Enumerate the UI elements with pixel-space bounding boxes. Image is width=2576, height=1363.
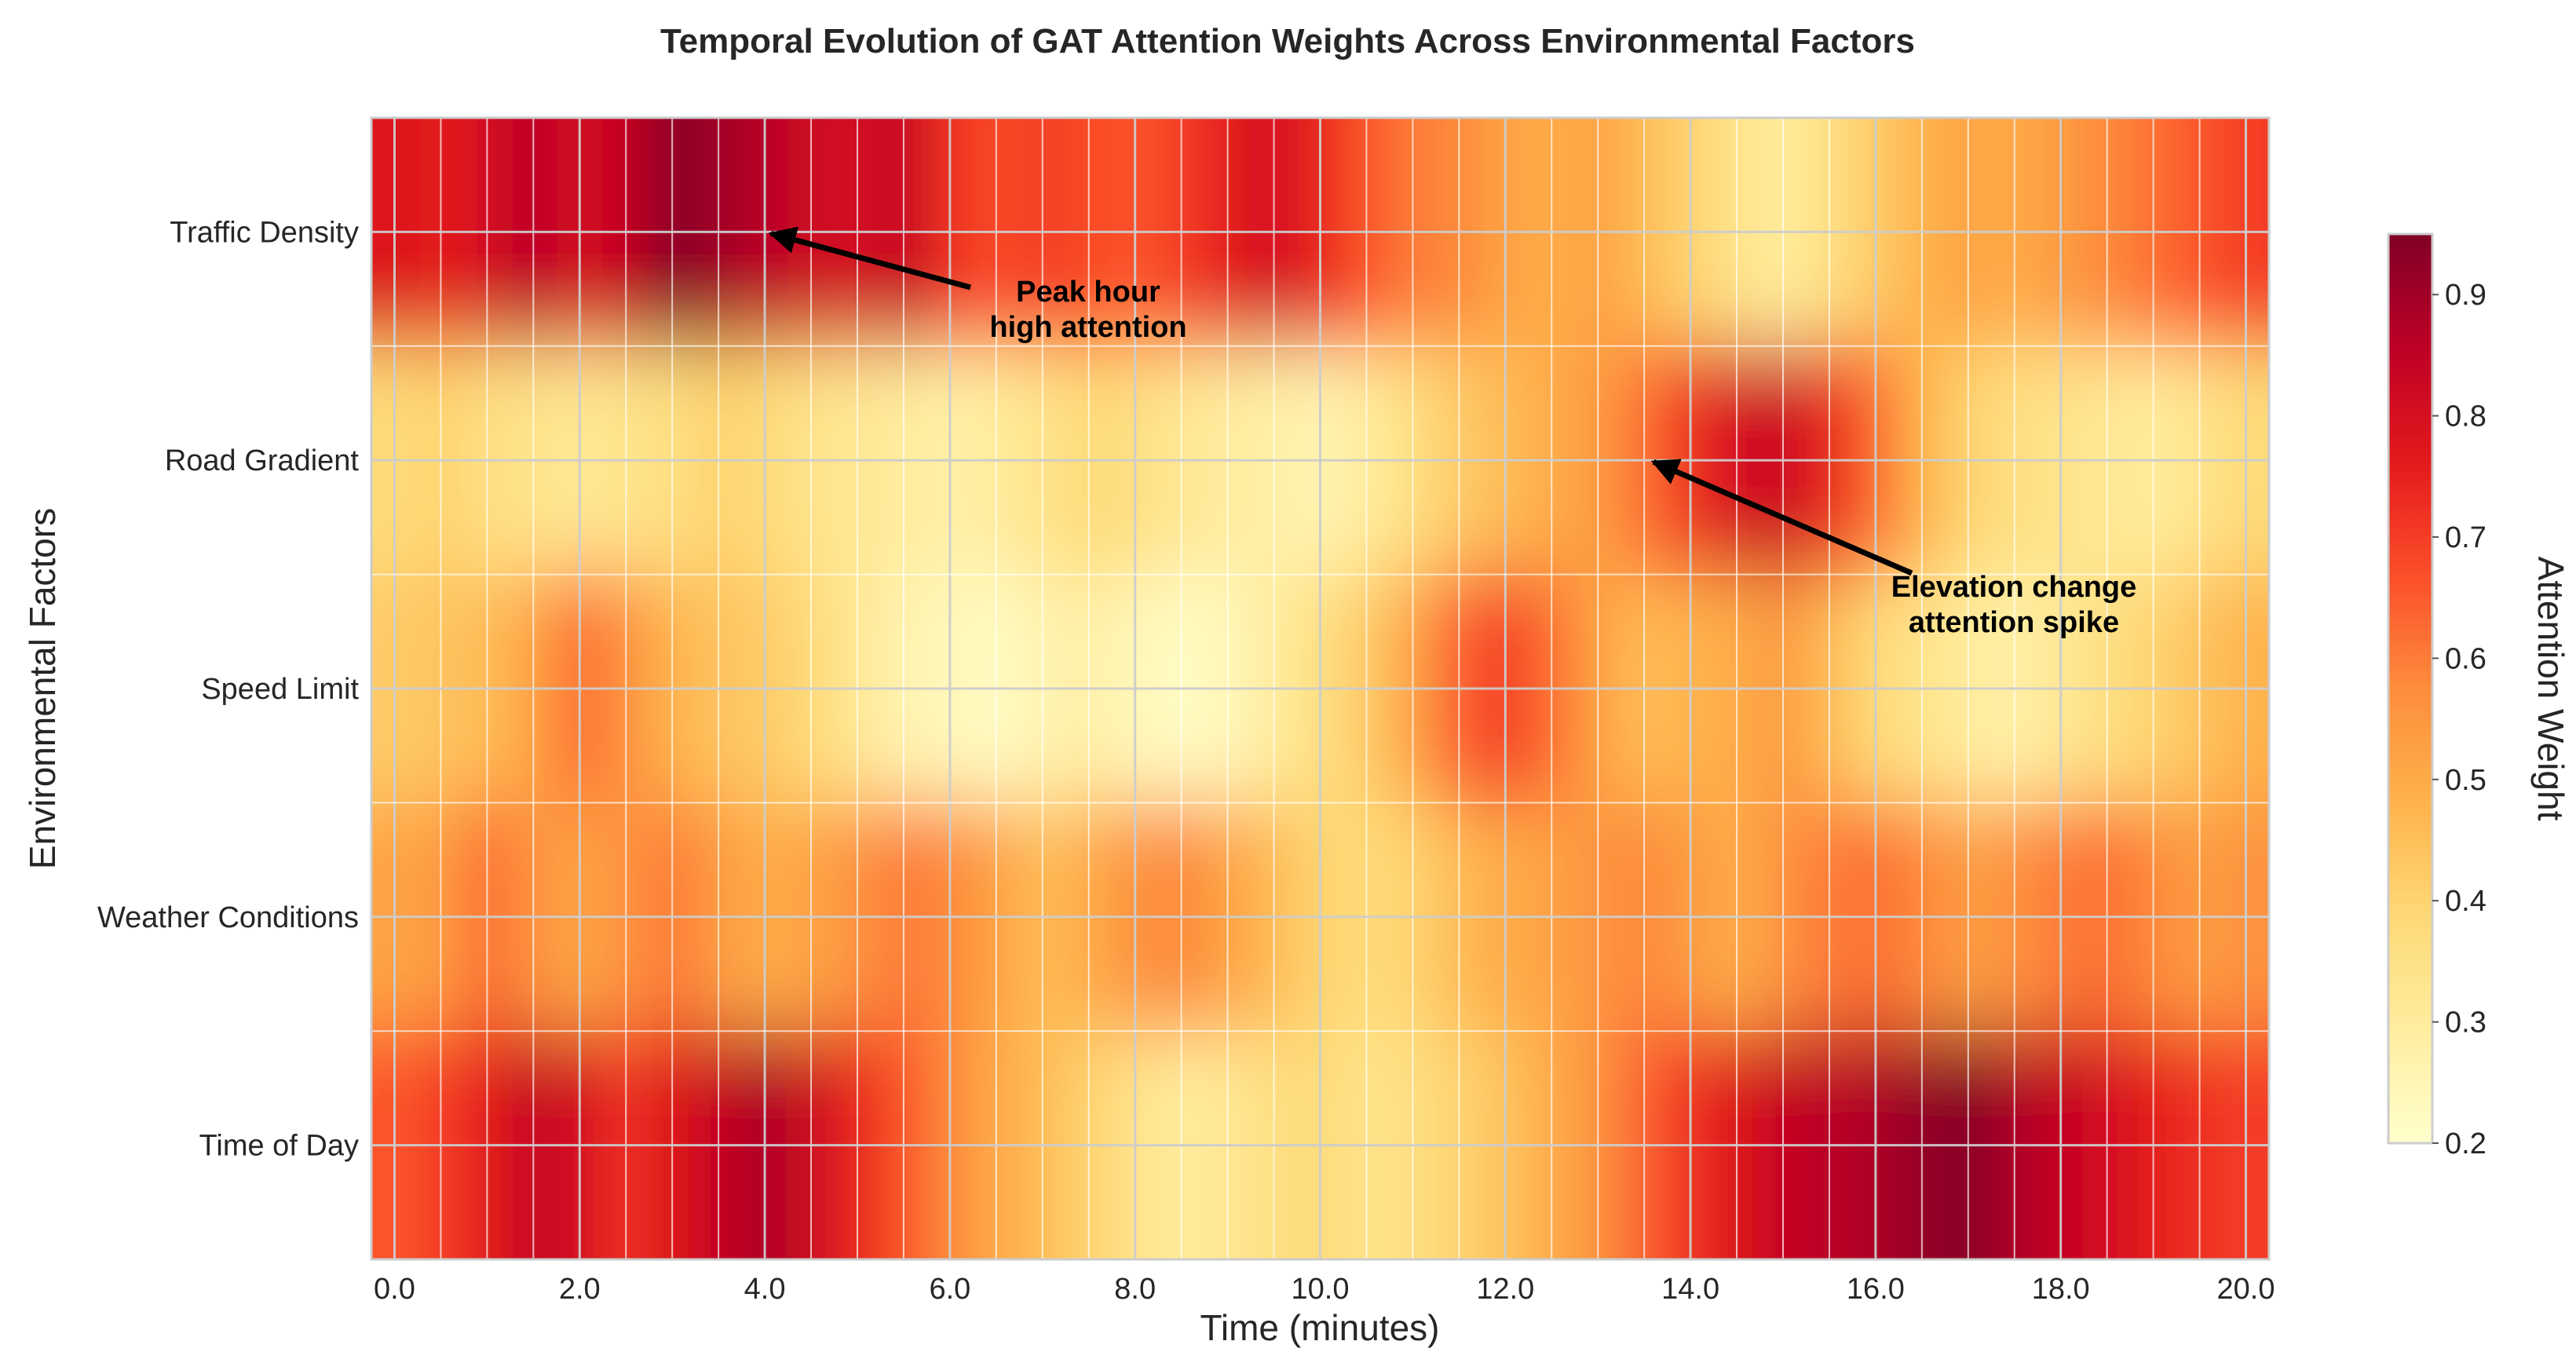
colorbar-tick-label: 0.2 [2445, 1127, 2486, 1160]
y-tick-label: Road Gradient [165, 444, 360, 477]
colorbar-tick-label: 0.3 [2445, 1007, 2486, 1040]
annotation-text: Elevation change attention spike [1891, 571, 2137, 639]
x-tick-label: 0.0 [374, 1273, 415, 1306]
colorbar-tick-label: 0.7 [2445, 521, 2486, 554]
y-axis-ticks: Traffic Density Road Gradient Speed Limit W… [97, 216, 359, 1162]
heatmap-cell [417, 118, 466, 348]
colorbar-tick-label: 0.5 [2445, 764, 2486, 797]
heatmap-cell [649, 118, 697, 348]
colorbar-label: Attention Weight [2530, 557, 2571, 821]
x-tick-label: 2.0 [559, 1273, 601, 1306]
colorbar-tick-label: 0.8 [2445, 400, 2486, 433]
colorbar: 0.2 0.3 0.4 0.5 0.6 0.7 0.8 0.9 Attention Weigh… [2387, 232, 2571, 1160]
x-tick-label: 6.0 [929, 1273, 970, 1306]
heatmap-cell [417, 1031, 466, 1259]
x-tick-label: 4.0 [744, 1273, 786, 1306]
annotation-arrow [1650, 459, 1913, 576]
heatmap-cell [649, 1031, 697, 1259]
annotation-arrow [768, 226, 971, 291]
chart-title: Temporal Evolution of GAT Attention Weig… [660, 22, 1915, 60]
gridlines [371, 118, 2269, 1259]
colorbar-tick-label: 0.4 [2445, 885, 2486, 918]
x-tick-label: 12.0 [1476, 1273, 1534, 1306]
x-tick-label: 20.0 [2217, 1273, 2275, 1306]
y-tick-label: Speed Limit [201, 673, 359, 706]
heatmap-cell [371, 118, 419, 348]
x-tick-label: 16.0 [1847, 1273, 1905, 1306]
x-tick-label: 14.0 [1661, 1273, 1719, 1306]
annotations: Peak hour high attention Elevation change a… [768, 226, 2137, 639]
annotation-text: Peak hour high attention [989, 276, 1186, 344]
y-tick-label: Traffic Density [170, 216, 359, 249]
y-tick-label: Weather Conditions [97, 901, 359, 934]
plot-frame [370, 116, 2271, 1261]
colorbar-tick-label: 0.9 [2445, 279, 2486, 312]
x-tick-label: 10.0 [1292, 1273, 1350, 1306]
colorbar-ticks: 0.2 0.3 0.4 0.5 0.6 0.7 0.8 0.9 [2432, 279, 2486, 1160]
colorbar-tick-label: 0.6 [2445, 642, 2486, 675]
x-axis-ticks: 0.0 2.0 4.0 6.0 8.0 10.0 12.0 14.0 16.0 18.0 20.0 [374, 1273, 2275, 1306]
x-axis-label: Time (minutes) [1200, 1307, 1440, 1348]
heatmap-cell [2223, 118, 2269, 348]
y-axis-label: Environmental Factors [22, 508, 63, 869]
colorbar-gradient [2387, 232, 2434, 1145]
x-tick-label: 8.0 [1114, 1273, 1156, 1306]
x-tick-label: 18.0 [2032, 1273, 2090, 1306]
y-tick-label: Time of Day [199, 1130, 359, 1163]
